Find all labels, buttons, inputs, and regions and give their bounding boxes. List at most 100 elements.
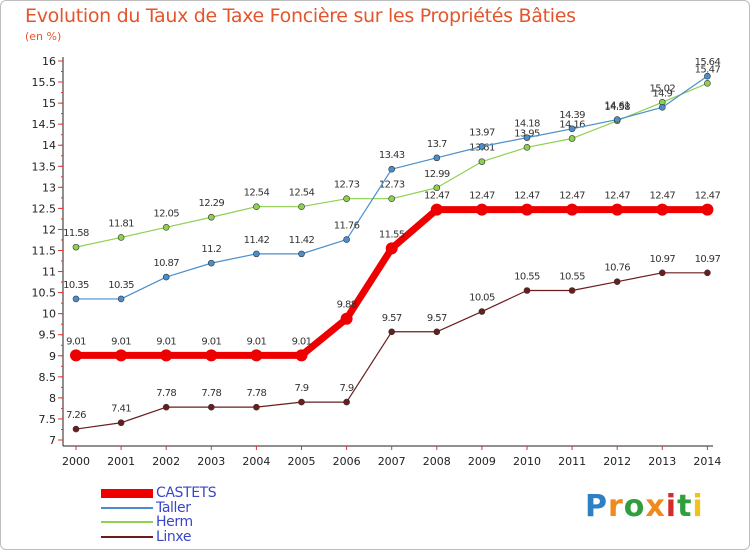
x-tick-label: 2003 [197, 455, 225, 468]
y-tick-label: 9.5 [39, 329, 57, 342]
legend-swatch-castets [101, 488, 153, 498]
data-point [253, 250, 260, 258]
data-point [160, 349, 173, 362]
x-tick-label: 2006 [333, 455, 361, 468]
data-point [298, 203, 305, 211]
data-label: 15.64 [695, 57, 721, 68]
data-point [162, 224, 170, 231]
data-point [208, 259, 215, 267]
data-label: 14.58 [604, 102, 630, 113]
data-label: 9.88 [337, 300, 357, 311]
x-tick-label: 2001 [107, 455, 135, 468]
legend-swatch-herm [101, 521, 153, 523]
data-label: 12.47 [469, 191, 495, 202]
data-point [162, 273, 170, 281]
logo-letter: P [585, 489, 608, 524]
data-label: 7.41 [111, 404, 131, 415]
data-point [253, 403, 260, 411]
y-tick-label: 16 [42, 55, 56, 68]
data-point [117, 419, 125, 427]
data-label: 10.97 [695, 254, 721, 265]
data-label: 7.78 [246, 388, 266, 399]
data-label: 14.61 [604, 101, 630, 112]
y-tick-label: 9 [49, 350, 56, 363]
data-label: 15.02 [649, 83, 675, 94]
y-tick-label: 7 [49, 434, 56, 447]
data-label: 9.01 [66, 336, 86, 347]
data-label: 10.55 [559, 272, 585, 283]
data-label: 10.35 [108, 280, 134, 291]
data-label: 10.76 [604, 263, 630, 274]
data-label: 14.16 [559, 119, 585, 130]
data-label: 13.97 [469, 127, 495, 138]
x-tick-label: 2000 [62, 455, 90, 468]
data-label: 11.81 [108, 218, 134, 229]
legend-label-taller: Taller [156, 499, 191, 516]
legend-label-linxe: Linxe [156, 528, 192, 545]
data-label: 11.55 [379, 229, 405, 240]
data-label: 7.78 [201, 388, 221, 399]
series-taller: 10.35 10.35 10.87 11.2 11.42 11.42 11.76 13.43 1… [63, 57, 721, 303]
logo-letter: t [677, 489, 693, 524]
data-point [343, 398, 350, 406]
data-label: 10.35 [63, 280, 89, 291]
data-label: 12.47 [559, 191, 585, 202]
data-point [205, 349, 218, 362]
x-tick-label: 2007 [378, 455, 406, 468]
logo-letter: o [623, 489, 646, 524]
data-point [478, 158, 486, 165]
data-point [701, 203, 714, 216]
data-point [298, 250, 305, 258]
logo-letter: r [608, 489, 624, 524]
data-label: 10.05 [469, 293, 495, 304]
data-point [611, 203, 624, 216]
data-label: 13.95 [514, 128, 540, 139]
data-point [704, 72, 711, 80]
x-tick-label: 2012 [603, 455, 631, 468]
data-point [523, 144, 531, 151]
data-point [568, 125, 576, 133]
data-point [658, 104, 666, 111]
y-tick-label: 11.5 [32, 245, 57, 258]
data-label: 12.54 [289, 188, 315, 199]
data-label: 11.58 [63, 228, 89, 239]
x-tick-label: 2011 [558, 455, 586, 468]
y-tick-label: 15.5 [32, 76, 57, 89]
y-tick-label: 8 [49, 392, 56, 405]
data-point [613, 116, 621, 123]
data-point [566, 203, 579, 216]
chart-axes: 7 7.5 8 8.5 9 9.5 10 10.5 11 11.5 12 12.5 13 13.5 14 14… [32, 55, 722, 468]
y-tick-label: 12 [42, 223, 56, 236]
logo-letter: i [665, 489, 678, 524]
data-point [208, 403, 215, 411]
data-point [385, 242, 398, 255]
data-label: 12.47 [649, 191, 675, 202]
data-label: 14.18 [514, 119, 540, 130]
data-label: 12.47 [514, 191, 540, 202]
data-point [704, 80, 711, 87]
legend-label-herm: Herm [156, 514, 193, 530]
y-tick-label: 15 [42, 97, 56, 110]
data-label: 11.42 [289, 235, 315, 246]
legend-swatch-linxe [101, 535, 153, 538]
data-label: 10.55 [514, 272, 540, 283]
data-point [523, 134, 531, 141]
data-label: 13.43 [379, 150, 405, 161]
data-label: 10.87 [153, 258, 179, 269]
proxiti-logo: Proxiti [585, 489, 704, 524]
data-point [568, 135, 576, 142]
data-point [72, 295, 80, 303]
data-label: 7.26 [66, 410, 86, 421]
data-label: 12.47 [695, 191, 721, 202]
data-point [523, 287, 531, 294]
data-point [521, 203, 533, 216]
data-label: 7.9 [294, 383, 308, 394]
data-label: 9.01 [292, 336, 312, 347]
data-label: 9.01 [156, 336, 176, 347]
data-label: 9.01 [201, 336, 221, 347]
data-label: 14.39 [559, 110, 585, 121]
data-point [704, 269, 711, 277]
series-layer: 7.267.417.78 7.78 7.78 7.9 7.99.57 9.5710.051… [63, 57, 721, 433]
data-point [433, 328, 441, 336]
data-point [388, 165, 396, 173]
